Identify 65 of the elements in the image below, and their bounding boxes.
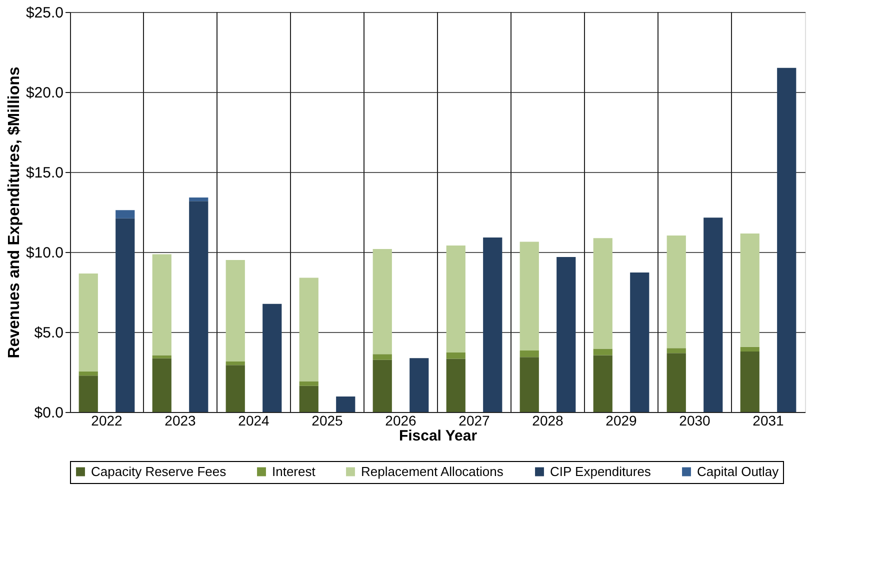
bar [78, 371, 98, 376]
bar [336, 396, 356, 412]
bar [152, 355, 172, 358]
y-tick-label: $5.0 [34, 324, 64, 342]
bar [78, 376, 98, 412]
x-tick-label: 2031 [752, 412, 784, 428]
y-tick-label: $15.0 [26, 164, 64, 182]
bar [520, 242, 539, 351]
bar [78, 273, 98, 372]
bar [410, 358, 429, 412]
legend-label: Interest [272, 464, 316, 479]
bar [446, 352, 466, 359]
bar [152, 358, 172, 412]
bar [299, 381, 318, 386]
bar [556, 256, 576, 412]
bar [593, 238, 612, 349]
x-axis-title: Fiscal Year [398, 428, 478, 444]
y-tick-label: $25.0 [26, 4, 64, 22]
bar [372, 354, 392, 360]
y-axis-title: Revenues and Expenditures, $Millions [6, 66, 23, 358]
bar [189, 201, 208, 412]
x-tick-label: 2028 [532, 412, 564, 428]
bar [777, 68, 796, 412]
bar [593, 348, 612, 356]
bar [116, 218, 135, 412]
x-tick-label: 2027 [458, 412, 490, 428]
bar [262, 304, 282, 412]
legend-label: Capital Outlay [697, 464, 780, 479]
bar [152, 254, 172, 356]
legend-label: Replacement Allocations [361, 464, 504, 479]
bar [666, 348, 686, 354]
bar [446, 245, 466, 352]
x-tick-label: 2022 [91, 412, 123, 428]
bar [520, 357, 539, 412]
bar [740, 352, 760, 412]
bar [630, 272, 650, 412]
legend-label: Capacity Reserve Fees [91, 464, 227, 479]
bar [740, 346, 760, 352]
bar [446, 358, 466, 412]
bar [372, 248, 392, 354]
x-tick-label: 2023 [164, 412, 196, 428]
bar [372, 360, 392, 412]
x-tick-label: 2029 [606, 412, 638, 428]
bar [593, 355, 612, 412]
x-tick-label: 2026 [385, 412, 417, 428]
bar [116, 210, 135, 218]
y-tick-label: $0.0 [34, 404, 64, 422]
bar [740, 233, 760, 347]
bar [226, 361, 245, 366]
bar [520, 350, 539, 358]
x-tick-label: 2030 [679, 412, 711, 428]
x-tick-label: 2025 [312, 412, 344, 428]
y-tick-label: $20.0 [26, 84, 64, 102]
bar [299, 386, 318, 412]
bar [483, 237, 502, 412]
bar [226, 365, 245, 412]
legend-label: CIP Expenditures [550, 464, 652, 479]
bar [666, 236, 686, 348]
bar [226, 260, 245, 362]
bar [666, 353, 686, 412]
bar [299, 278, 318, 382]
bar [704, 218, 723, 412]
bar [189, 197, 208, 202]
x-tick-label: 2024 [238, 412, 270, 428]
y-tick-label: $10.0 [26, 244, 64, 262]
